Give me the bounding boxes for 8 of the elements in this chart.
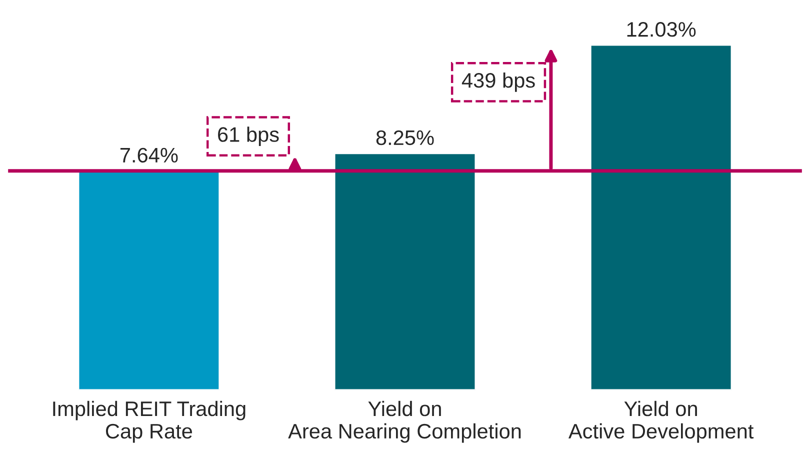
annotation: 439 bps <box>462 72 535 92</box>
x-tick-label: Yield on Area Nearing Completion <box>288 400 521 443</box>
annotation: 61 bps <box>218 126 279 146</box>
x-tick-label: Implied REIT Trading Cap Rate <box>53 400 246 443</box>
data-label: 7.64% <box>120 148 178 163</box>
data-label: 12.03% <box>627 22 696 37</box>
data-label: 8.25% <box>376 130 434 146</box>
x-tick-label: Yield on Active Development <box>568 400 754 443</box>
